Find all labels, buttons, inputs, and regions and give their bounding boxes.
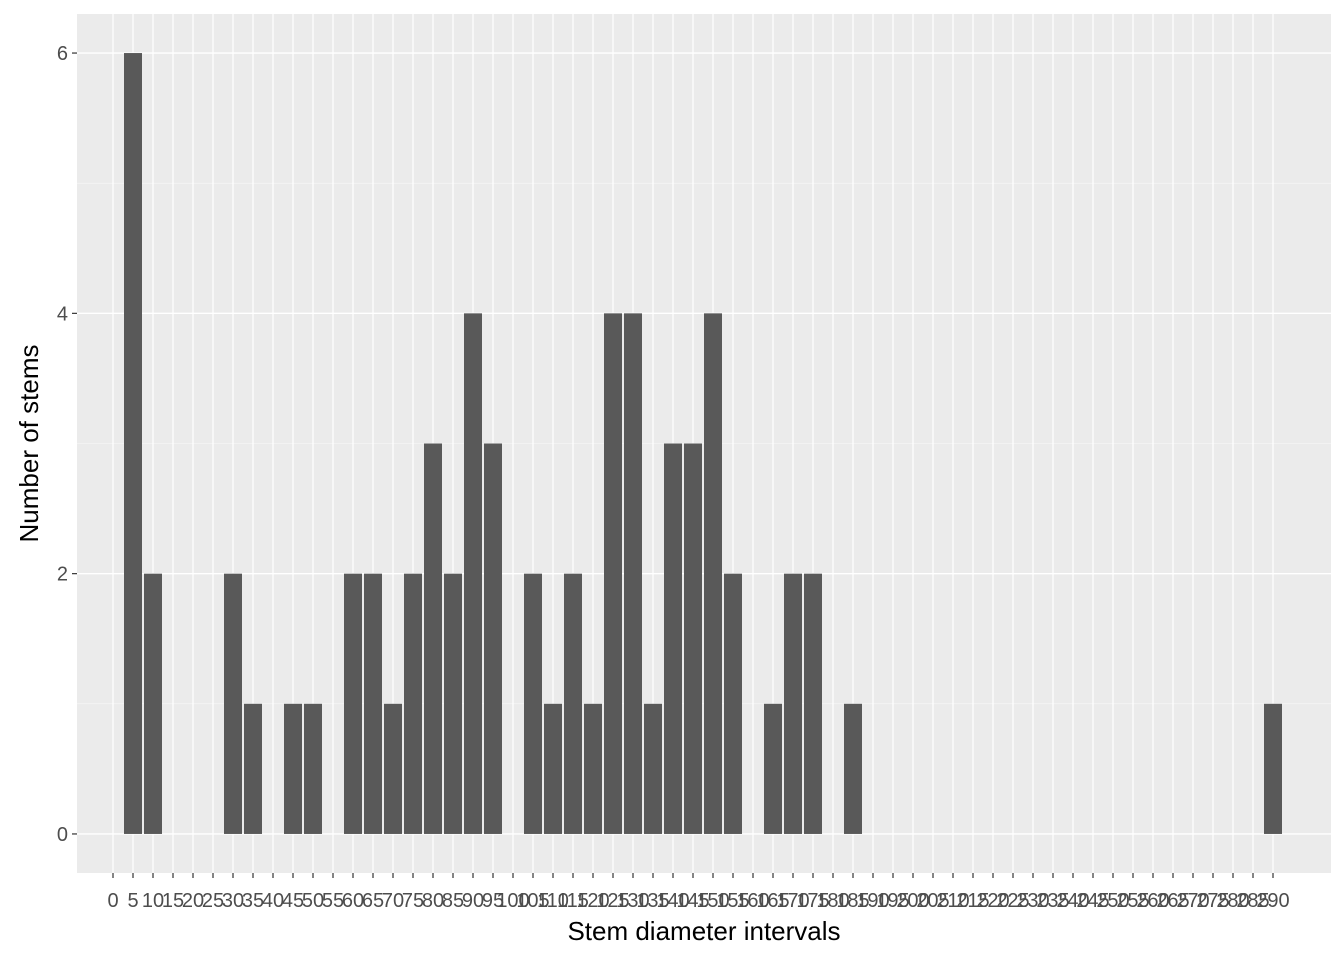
x-tick-label: 160 <box>736 890 769 912</box>
y-tick-label: 4 <box>57 303 68 325</box>
bar-170 <box>784 573 802 834</box>
bar-130 <box>624 313 642 834</box>
x-tick-label: 100 <box>496 890 529 912</box>
x-tick-label: 270 <box>1176 890 1209 912</box>
x-tick-label: 140 <box>656 890 689 912</box>
bar-85 <box>444 573 462 834</box>
bar-105 <box>524 573 542 834</box>
y-tick-label: 0 <box>57 824 68 846</box>
x-tick-label: 275 <box>1196 890 1229 912</box>
x-tick-label: 70 <box>382 890 404 912</box>
x-tick-label: 290 <box>1256 890 1289 912</box>
x-tick-label: 180 <box>816 890 849 912</box>
x-tick-label: 10 <box>142 890 164 912</box>
x-tick-label: 265 <box>1156 890 1189 912</box>
bar-65 <box>364 573 382 834</box>
x-tick-label: 260 <box>1136 890 1169 912</box>
x-tick-label: 255 <box>1116 890 1149 912</box>
x-tick-label: 90 <box>462 890 484 912</box>
x-tick-label: 15 <box>162 890 184 912</box>
bar-50 <box>304 703 322 834</box>
bar-35 <box>244 703 262 834</box>
x-tick-label: 95 <box>482 890 504 912</box>
bar-90 <box>464 313 482 834</box>
bar-155 <box>724 573 742 834</box>
bar-110 <box>544 703 562 834</box>
bar-80 <box>424 443 442 834</box>
x-tick-label: 230 <box>1016 890 1049 912</box>
bar-135 <box>644 703 662 834</box>
x-axis-title: Stem diameter intervals <box>567 916 840 946</box>
bar-185 <box>844 703 862 834</box>
bar-150 <box>704 313 722 834</box>
bar-60 <box>344 573 362 834</box>
bar-175 <box>804 573 822 834</box>
bar-5 <box>124 53 142 834</box>
bar-145 <box>684 443 702 834</box>
x-tick-label: 85 <box>442 890 464 912</box>
x-tick-label: 75 <box>402 890 424 912</box>
x-tick-label: 225 <box>996 890 1029 912</box>
x-tick-label: 220 <box>976 890 1009 912</box>
x-tick-label: 40 <box>262 890 284 912</box>
x-tick-label: 250 <box>1096 890 1129 912</box>
x-tick-label: 110 <box>537 890 569 912</box>
x-tick-label: 245 <box>1076 890 1109 912</box>
x-tick-label: 55 <box>322 890 344 912</box>
x-tick-label: 190 <box>856 890 889 912</box>
x-tick-label: 235 <box>1036 890 1069 912</box>
x-tick-label: 195 <box>876 890 909 912</box>
x-tick-label: 45 <box>282 890 304 912</box>
x-tick-label: 125 <box>596 890 629 912</box>
x-tick-label: 280 <box>1216 890 1249 912</box>
x-tick-label: 150 <box>696 890 729 912</box>
x-tick-label: 240 <box>1056 890 1089 912</box>
bar-140 <box>664 443 682 834</box>
x-tick-label: 170 <box>776 890 809 912</box>
bar-115 <box>564 573 582 834</box>
x-tick-label: 20 <box>182 890 204 912</box>
x-tick-label: 200 <box>896 890 929 912</box>
x-tick-label: 185 <box>836 890 869 912</box>
x-tick-label: 5 <box>127 890 138 912</box>
bar-70 <box>384 703 402 834</box>
x-tick-label: 205 <box>916 890 949 912</box>
x-tick-label: 30 <box>222 890 244 912</box>
bar-75 <box>404 573 422 834</box>
x-tick-label: 155 <box>716 890 749 912</box>
x-tick-label: 285 <box>1236 890 1269 912</box>
bar-30 <box>224 573 242 834</box>
x-tick-label: 120 <box>576 890 609 912</box>
x-tick-label: 105 <box>516 890 549 912</box>
bar-45 <box>284 703 302 834</box>
x-tick-label: 25 <box>202 890 224 912</box>
x-tick-label: 115 <box>557 890 589 912</box>
bar-95 <box>484 443 502 834</box>
x-tick-label: 130 <box>616 890 649 912</box>
y-tick-label: 2 <box>57 564 68 586</box>
bar-165 <box>764 703 782 834</box>
x-tick-label: 0 <box>107 890 118 912</box>
x-tick-label: 210 <box>936 890 969 912</box>
bar-120 <box>584 703 602 834</box>
bar-10 <box>144 573 162 834</box>
x-tick-label: 65 <box>362 890 384 912</box>
y-tick-label: 6 <box>57 43 68 65</box>
bar-125 <box>604 313 622 834</box>
x-tick-label: 50 <box>302 890 324 912</box>
x-tick-label: 60 <box>342 890 364 912</box>
x-tick-label: 35 <box>242 890 264 912</box>
x-tick-label: 80 <box>422 890 444 912</box>
x-tick-label: 145 <box>676 890 709 912</box>
y-axis-title: Number of stems <box>14 345 44 543</box>
x-tick-label: 215 <box>956 890 989 912</box>
x-tick-label: 175 <box>796 890 829 912</box>
bar-290 <box>1264 703 1282 834</box>
x-tick-label: 135 <box>636 890 669 912</box>
x-tick-label: 165 <box>756 890 789 912</box>
bars <box>124 53 1282 834</box>
